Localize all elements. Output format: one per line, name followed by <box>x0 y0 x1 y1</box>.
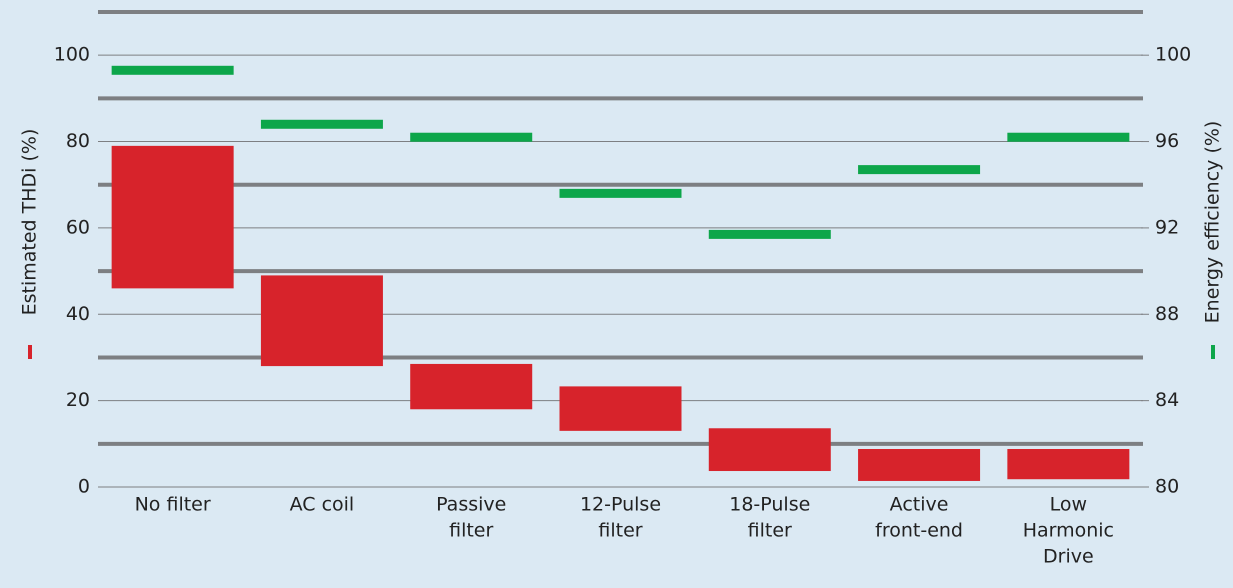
y2-tick-label: 96 <box>1155 130 1179 152</box>
x-tick-label: No filter <box>135 494 211 516</box>
range-bar <box>708 428 831 472</box>
range-bar <box>559 386 682 431</box>
y2-tick-label: 80 <box>1155 476 1179 498</box>
range-bar <box>858 449 981 481</box>
y-tick-label: 20 <box>66 389 90 411</box>
range-bar <box>1007 449 1130 480</box>
y2-tick-label: 84 <box>1155 389 1179 411</box>
y-tick-label: 40 <box>66 303 90 325</box>
x-tick-label: 12-Pulse <box>580 494 661 516</box>
x-tick-label: Low <box>1050 494 1087 516</box>
y-tick-label: 100 <box>54 44 90 66</box>
y2-tick-label: 92 <box>1155 216 1179 238</box>
efficiency-mark <box>111 65 234 75</box>
efficiency-mark <box>410 132 533 142</box>
efficiency-mark <box>1007 132 1130 142</box>
efficiency-mark <box>260 119 383 129</box>
x-tick-label: Active <box>890 494 949 516</box>
y-axis-key <box>28 345 32 359</box>
y-axis-title: Estimated THDi (%) <box>19 129 41 316</box>
x-tick-label: Harmonic <box>1023 520 1114 542</box>
x-tick-label: filter <box>449 520 493 542</box>
y-tick-label: 80 <box>66 130 90 152</box>
y-tick-label: 60 <box>66 216 90 238</box>
efficiency-mark <box>858 165 981 175</box>
y2-tick-label: 88 <box>1155 303 1179 325</box>
x-tick-label: filter <box>748 520 792 542</box>
x-tick-label: Passive <box>436 494 506 516</box>
efficiency-mark <box>559 188 682 198</box>
y2-tick-label: 100 <box>1155 44 1191 66</box>
x-tick-label: front-end <box>875 520 963 542</box>
x-tick-label: filter <box>598 520 642 542</box>
range-bar <box>410 363 533 410</box>
x-tick-label: AC coil <box>290 494 355 516</box>
x-tick-label: Drive <box>1043 546 1094 568</box>
range-bar <box>260 275 383 367</box>
y2-axis-key <box>1211 345 1215 359</box>
efficiency-mark <box>708 229 831 239</box>
range-bar <box>111 145 234 289</box>
y2-axis-title: Energy efficiency (%) <box>1202 121 1224 324</box>
x-tick-label: 18-Pulse <box>729 494 810 516</box>
y-tick-label: 0 <box>78 476 90 498</box>
